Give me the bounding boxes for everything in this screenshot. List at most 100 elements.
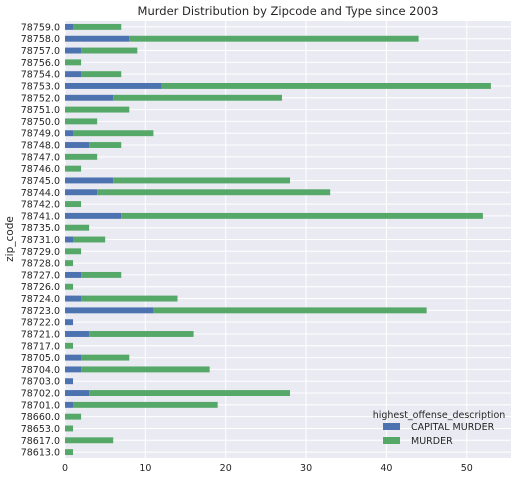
legend-swatch-murder — [383, 437, 400, 444]
x-tick-label: 10 — [139, 463, 151, 474]
chart-title: Murder Distribution by Zipcode and Type … — [138, 4, 439, 18]
bar-murder — [65, 59, 82, 66]
legend-swatch-capital-murder — [383, 423, 400, 430]
x-axis-ticks: 0 10 20 30 40 50 — [62, 463, 473, 474]
bar-murder — [65, 283, 74, 290]
bar-capital-murder — [65, 130, 74, 137]
y-tick-label: 78723.0 — [21, 306, 60, 317]
y-tick-label: 78731.0 — [21, 235, 60, 246]
bar-capital-murder — [65, 71, 82, 78]
y-tick-label: 78702.0 — [21, 389, 60, 400]
y-tick-label: 78756.0 — [21, 58, 60, 69]
legend-title: highest_offense_description — [373, 410, 506, 421]
bar-murder — [113, 94, 282, 101]
legend: highest_offense_description CAPITAL MURD… — [373, 410, 506, 447]
bar-murder — [81, 271, 122, 278]
bar-murder — [65, 153, 98, 160]
bar-capital-murder — [65, 47, 82, 54]
y-tick-label: 78728.0 — [21, 259, 60, 270]
bar-murder — [65, 437, 114, 444]
y-tick-label: 78660.0 — [21, 412, 60, 423]
bar-capital-murder — [65, 189, 98, 196]
bar-murder — [73, 130, 154, 137]
y-tick-label: 78744.0 — [21, 188, 60, 199]
bar-capital-murder — [65, 366, 82, 373]
bar-murder — [129, 35, 419, 42]
legend-label-capital-murder: CAPITAL MURDER — [411, 422, 495, 433]
bar-capital-murder — [65, 354, 82, 361]
y-tick-label: 78703.0 — [21, 377, 60, 388]
bar-capital-murder — [65, 295, 82, 302]
bar-murder — [65, 413, 82, 420]
bar-murder — [65, 118, 98, 125]
y-tick-label: 78747.0 — [21, 152, 60, 163]
bar-capital-murder — [65, 177, 114, 184]
y-tick-label: 78757.0 — [21, 46, 60, 57]
y-tick-label: 78759.0 — [21, 22, 60, 33]
gridlines — [64, 21, 511, 458]
bar-murder — [81, 47, 138, 54]
bar-murder — [73, 236, 106, 243]
x-tick-label: 40 — [380, 463, 392, 474]
y-tick-label: 78729.0 — [21, 247, 60, 258]
x-tick-label: 20 — [220, 463, 232, 474]
bar-murder — [161, 83, 491, 89]
y-tick-label: 78745.0 — [21, 176, 60, 187]
bar-capital-murder — [65, 307, 154, 314]
bar-murder — [81, 295, 178, 302]
bar-capital-murder — [65, 212, 122, 219]
bar-capital-murder — [65, 142, 90, 148]
bar-capital-murder — [65, 236, 74, 243]
bar-murder — [65, 449, 74, 456]
y-tick-label: 78701.0 — [21, 400, 60, 411]
bar-murder — [65, 165, 82, 172]
y-tick-label: 78752.0 — [21, 93, 60, 104]
y-tick-label: 78722.0 — [21, 318, 60, 329]
y-tick-label: 78613.0 — [21, 448, 60, 459]
bar-capital-murder — [65, 401, 74, 408]
y-axis-ticks: 78613.078617.078653.078660.078701.078702… — [21, 22, 60, 458]
bar-murder — [153, 307, 427, 314]
x-tick-label: 50 — [461, 463, 473, 474]
bar-murder — [81, 366, 210, 373]
y-tick-label: 78753.0 — [21, 81, 60, 92]
bar-murder — [89, 331, 194, 337]
bar-capital-murder — [65, 331, 90, 337]
legend-label-murder: MURDER — [411, 436, 453, 447]
y-tick-label: 78758.0 — [21, 34, 60, 45]
y-tick-label: 78735.0 — [21, 223, 60, 234]
y-tick-label: 78749.0 — [21, 129, 60, 140]
y-tick-label: 78741.0 — [21, 211, 60, 222]
bar-murder — [89, 390, 291, 396]
bar-murder — [81, 354, 130, 361]
bar-murder — [89, 142, 122, 148]
bar-capital-murder — [65, 83, 162, 89]
y-tick-label: 78751.0 — [21, 105, 60, 116]
bar-capital-murder — [65, 390, 90, 396]
bar-murder — [113, 177, 291, 184]
y-tick-label: 78724.0 — [21, 294, 60, 305]
y-tick-label: 78748.0 — [21, 141, 60, 152]
x-tick-label: 0 — [62, 463, 68, 474]
bar-murder — [65, 248, 82, 255]
y-tick-label: 78705.0 — [21, 353, 60, 364]
bar-murder — [73, 23, 122, 30]
y-tick-label: 78721.0 — [21, 329, 60, 340]
bar-murder — [65, 425, 74, 432]
y-tick-label: 78617.0 — [21, 436, 60, 447]
y-tick-label: 78653.0 — [21, 424, 60, 435]
bar-capital-murder — [65, 271, 82, 278]
y-tick-label: 78727.0 — [21, 270, 60, 281]
bar-murder — [121, 212, 483, 219]
y-tick-label: 78717.0 — [21, 341, 60, 352]
bar-capital-murder — [65, 94, 114, 101]
bar-capital-murder — [65, 23, 74, 30]
x-tick-label: 30 — [300, 463, 312, 474]
bar-murder — [65, 201, 82, 208]
bar-murder — [97, 189, 331, 196]
bar-capital-murder — [65, 319, 74, 326]
y-tick-label: 78704.0 — [21, 365, 60, 376]
bar-murder — [73, 401, 218, 408]
bar-murder — [81, 71, 122, 78]
